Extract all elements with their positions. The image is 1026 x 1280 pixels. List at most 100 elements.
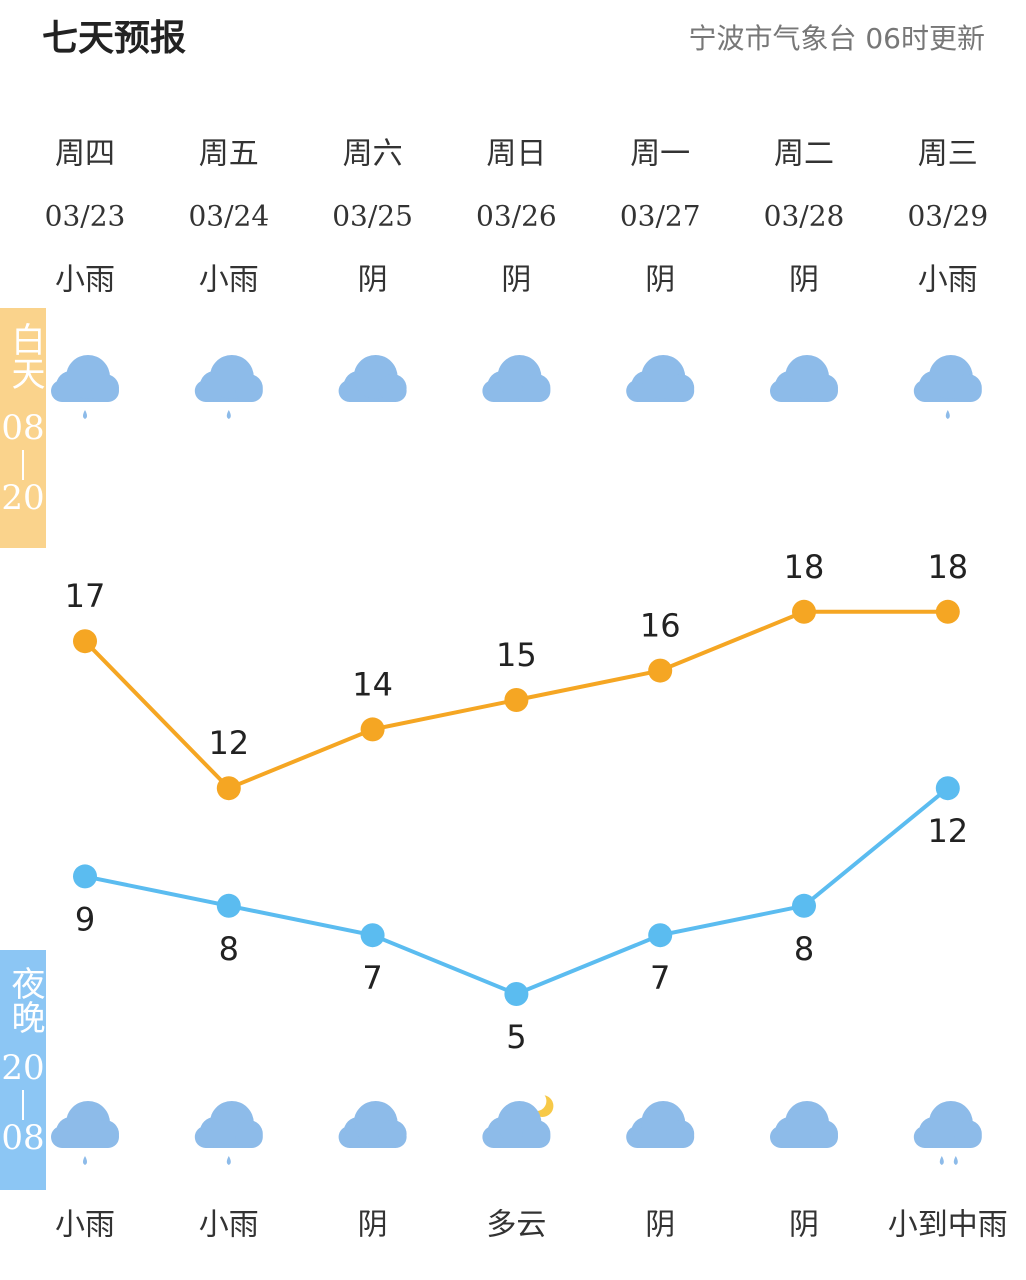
temperature-point — [504, 982, 529, 1006]
weather-icon — [51, 1101, 119, 1165]
temperature-label: 18 — [927, 548, 968, 586]
weather-icon — [770, 355, 838, 402]
temperature-point — [216, 776, 241, 801]
date: 03/28 — [764, 200, 845, 233]
weekday: 周五 — [199, 137, 259, 172]
rain-drop — [939, 1156, 944, 1165]
cloud-part — [666, 374, 695, 402]
temperature-point — [216, 893, 241, 918]
date: 03/23 — [45, 200, 126, 233]
cloud-part — [91, 1120, 119, 1148]
temperature-point — [360, 923, 385, 948]
weather-icon — [482, 355, 551, 402]
day-weather: 阴 — [501, 263, 531, 298]
weather-icon — [338, 1101, 407, 1148]
cloud-part — [378, 374, 407, 402]
temperature-label: 14 — [352, 665, 393, 703]
temperature-point — [792, 893, 816, 918]
weekday: 周二 — [774, 137, 834, 172]
temperature-point — [935, 776, 960, 801]
cloud-part — [810, 1120, 838, 1148]
weekday: 周三 — [918, 137, 978, 172]
day-weather: 阴 — [358, 263, 388, 298]
date: 03/26 — [476, 200, 557, 233]
temperature-point — [792, 599, 816, 624]
weather-icon — [626, 1101, 695, 1148]
night-weather: 小雨 — [55, 1208, 115, 1243]
cloud-part — [91, 374, 119, 402]
weather-icon — [194, 355, 263, 419]
rain-drop — [226, 1156, 231, 1165]
temperature-label: 7 — [650, 959, 670, 997]
temperature-label: 7 — [362, 959, 382, 997]
cloud-part — [234, 374, 263, 402]
temperature-point — [360, 717, 385, 742]
temperature-point — [935, 599, 960, 624]
temperature-label: 16 — [640, 607, 681, 645]
page-title: 七天预报 — [42, 18, 186, 59]
temperature-point — [504, 688, 529, 712]
day-from: 08 — [1, 408, 44, 448]
cloud-part — [666, 1120, 695, 1148]
cloud-part — [234, 1120, 263, 1148]
weekday: 周四 — [55, 137, 115, 172]
temperature-label: 15 — [496, 636, 537, 674]
night-weather: 阴 — [358, 1208, 388, 1243]
rain-drop — [945, 410, 950, 419]
rain-drop — [953, 1156, 958, 1165]
night-label: 夜晚 — [5, 966, 45, 1034]
cloud-part — [953, 1120, 982, 1148]
day-to: 20 — [1, 478, 44, 518]
day-weather: 阴 — [789, 263, 819, 298]
cloud-part — [522, 374, 551, 402]
date: 03/24 — [188, 200, 269, 233]
day-weather: 阴 — [645, 263, 675, 298]
temperature-label: 9 — [75, 900, 95, 938]
weather-icon — [482, 1091, 554, 1148]
night-from: 20 — [1, 1048, 44, 1088]
temperature-point — [73, 629, 97, 654]
temperature-label: 12 — [208, 724, 249, 762]
date: 03/27 — [620, 200, 701, 233]
date: 03/25 — [332, 200, 413, 233]
temperature-label: 18 — [784, 548, 825, 586]
rain-drop — [226, 410, 231, 419]
temperature-point — [648, 658, 673, 683]
cloud-part — [810, 374, 838, 402]
weekday: 周一 — [630, 137, 690, 172]
night-label-box — [0, 950, 46, 1190]
temperature-line — [84, 786, 950, 997]
weather-icon — [626, 355, 695, 402]
temperature-point — [648, 923, 673, 948]
cloud-part — [953, 374, 982, 402]
temperature-label: 17 — [65, 577, 106, 615]
temperature-label: 8 — [794, 930, 814, 968]
weather-icon — [194, 1101, 263, 1165]
weather-icon — [913, 1101, 982, 1165]
day-weather: 小雨 — [55, 263, 115, 298]
cloud-part — [378, 1120, 407, 1148]
date: 03/29 — [907, 200, 988, 233]
weekday: 周日 — [486, 137, 546, 172]
night-weather: 小到中雨 — [888, 1208, 1008, 1243]
temperature-label: 5 — [506, 1018, 526, 1056]
temperature-label: 12 — [927, 812, 968, 850]
weather-icon — [51, 355, 119, 419]
rain-drop — [83, 1156, 87, 1165]
day-weather: 小雨 — [918, 263, 978, 298]
temperature-label: 8 — [219, 930, 239, 968]
night-to: 08 — [1, 1118, 44, 1158]
weather-icon — [913, 355, 982, 419]
day-label: 白天 — [5, 322, 45, 390]
rain-drop — [83, 410, 87, 419]
weather-icon — [770, 1101, 838, 1148]
temperature-point — [73, 864, 97, 889]
night-weather: 小雨 — [199, 1208, 259, 1243]
source-label: 宁波市气象台 06时更新 — [688, 22, 985, 55]
weekday: 周六 — [343, 137, 403, 172]
day-label-box — [0, 308, 46, 548]
cloud-part — [522, 1120, 551, 1148]
night-weather: 多云 — [486, 1208, 546, 1243]
night-weather: 阴 — [789, 1208, 819, 1243]
